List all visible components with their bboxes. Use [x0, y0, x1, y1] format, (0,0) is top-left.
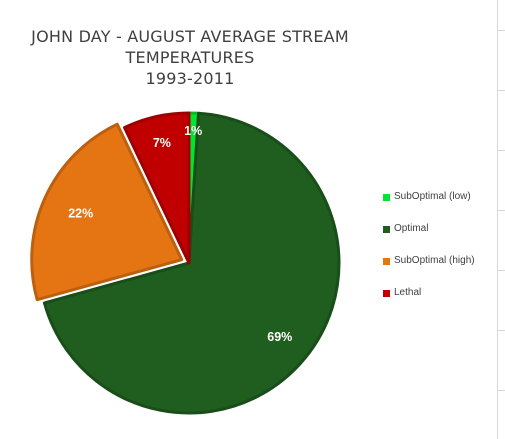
legend-item-optimal: Optimal	[383, 222, 475, 254]
spreadsheet-grid-edge	[497, 0, 505, 439]
pie-slice-lethal	[123, 111, 191, 265]
grid-line	[497, 390, 505, 391]
legend-swatch-suboptimal-high	[383, 258, 390, 265]
legend-label-suboptimal-high: SubOptimal (high)	[394, 255, 475, 266]
pie-slice-suboptimal-high	[30, 122, 184, 302]
legend-swatch-suboptimal-low	[383, 194, 390, 201]
data-label-lethal: 7%	[153, 136, 171, 150]
chart-title: JOHN DAY - AUGUST AVERAGE STREAM TEMPERA…	[20, 26, 360, 89]
grid-line	[497, 210, 505, 211]
grid-line	[497, 90, 505, 91]
data-label-optimal: 69%	[267, 330, 292, 344]
grid-line	[497, 330, 505, 331]
grid-line	[497, 30, 505, 31]
legend-label-lethal: Lethal	[394, 287, 422, 298]
grid-line	[497, 150, 505, 151]
legend-item-suboptimal-high: SubOptimal (high)	[383, 254, 475, 286]
legend-label-optimal: Optimal	[394, 223, 429, 234]
data-label-suboptimal-low: 1%	[184, 124, 202, 138]
legend-label-suboptimal-low: SubOptimal (low)	[394, 191, 471, 202]
legend-item-suboptimal-low: SubOptimal (low)	[383, 190, 475, 222]
chart-title-line-2: TEMPERATURES	[125, 48, 255, 67]
legend-item-lethal: Lethal	[383, 286, 475, 318]
data-label-suboptimal-high: 22%	[68, 207, 93, 221]
legend-swatch-optimal	[383, 226, 390, 233]
chart-title-line-1: JOHN DAY - AUGUST AVERAGE STREAM	[31, 27, 349, 46]
grid-line	[497, 270, 505, 271]
pie-slice-optimal	[42, 111, 341, 415]
legend-swatch-lethal	[383, 290, 390, 297]
chart-title-line-3: 1993-2011	[145, 69, 235, 88]
chart-legend: SubOptimal (low) Optimal SubOptimal (hig…	[383, 190, 475, 318]
